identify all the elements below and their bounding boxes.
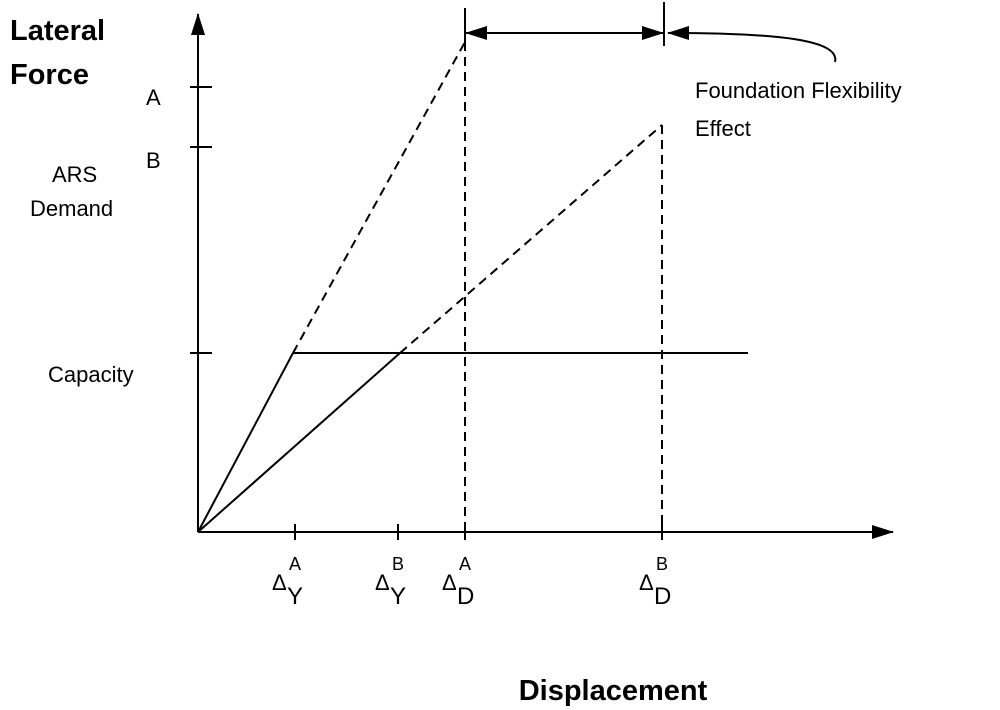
stiff-elastic xyxy=(197,352,294,533)
delta: Δ xyxy=(375,570,390,595)
delta: Δ xyxy=(442,570,457,595)
x-title: Displacement xyxy=(519,675,708,707)
subscript: D xyxy=(654,583,671,610)
superscript: B xyxy=(392,554,404,574)
y-title: Lateral xyxy=(10,15,105,47)
delta: Δ xyxy=(639,570,654,595)
demand-label: ARS xyxy=(52,162,97,187)
stiff-extension xyxy=(292,41,466,354)
level-label: B xyxy=(146,148,161,173)
delta: Δ xyxy=(272,570,287,595)
annotation: Effect xyxy=(695,116,751,141)
demand-label: Demand xyxy=(30,196,113,221)
level-label: Capacity xyxy=(48,362,134,387)
subscript: Y xyxy=(390,583,406,610)
subscript: D xyxy=(457,583,474,610)
axes xyxy=(190,13,894,540)
labels: Lateral Force A B Capacity ARS Demand Fo… xyxy=(10,15,902,707)
superscript: B xyxy=(656,554,668,574)
superscript: A xyxy=(459,554,471,574)
annotation: Foundation Flexibility xyxy=(695,78,902,103)
flexible-elastic xyxy=(197,352,401,533)
curves xyxy=(197,2,837,533)
flexible-extension xyxy=(399,124,663,354)
subscript: Y xyxy=(287,583,303,610)
leader xyxy=(667,26,837,63)
level-label: A xyxy=(146,85,161,110)
y-title: Force xyxy=(10,59,89,91)
superscript: A xyxy=(289,554,301,574)
